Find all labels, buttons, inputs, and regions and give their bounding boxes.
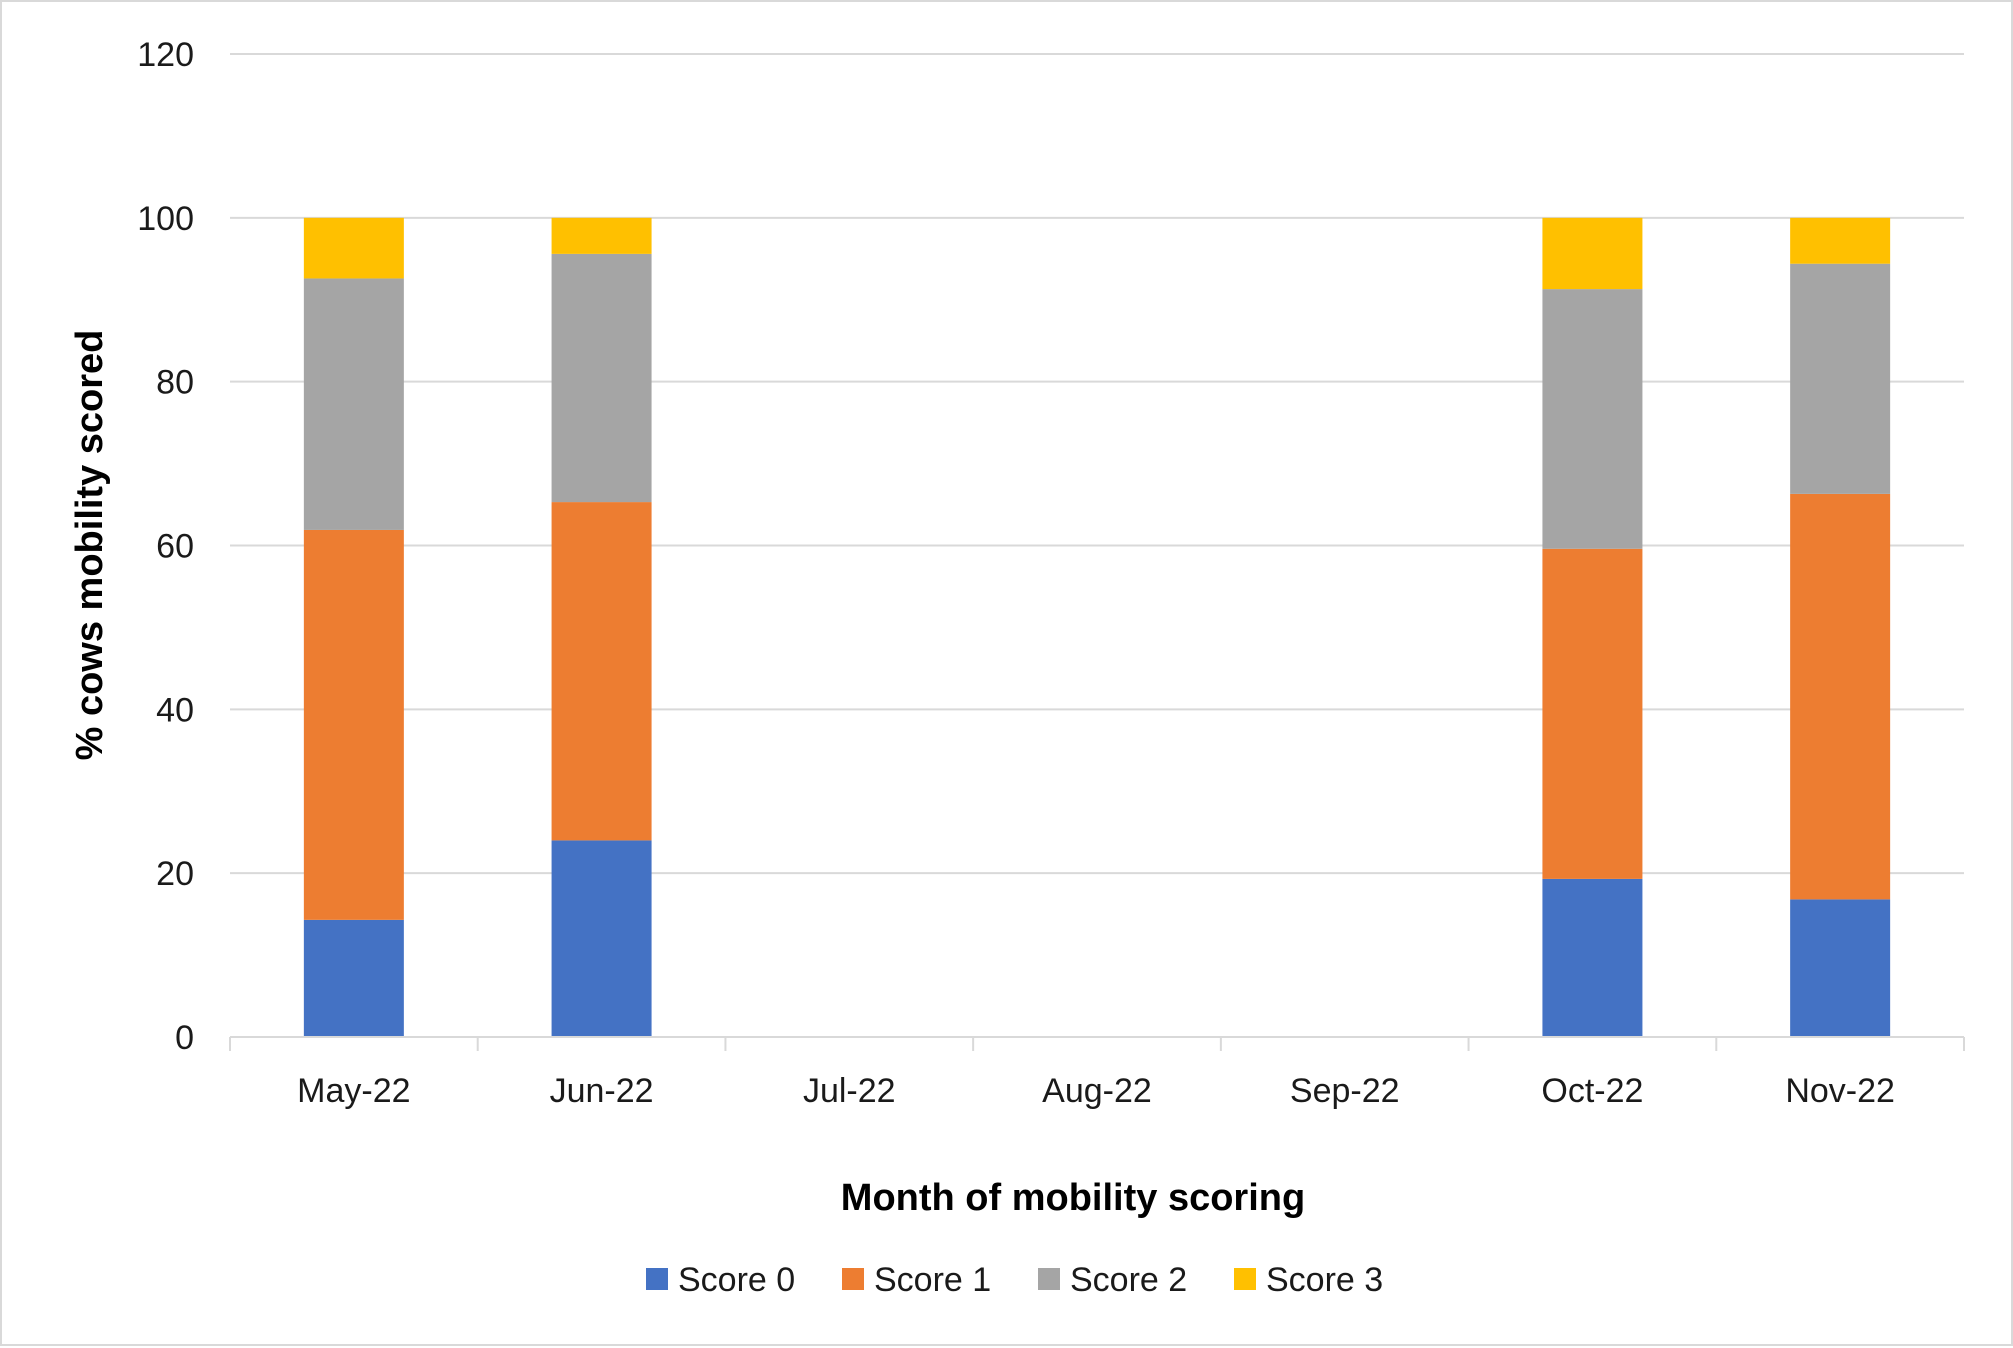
bars (303, 217, 1891, 1037)
bar-segment-score-1-nov-22 (1790, 493, 1891, 900)
bar-segment-score-1-jun-22 (551, 502, 652, 841)
bar-segment-score-3-oct-22 (1542, 217, 1643, 290)
bar-segment-score-1-may-22 (303, 529, 404, 920)
y-tick-label: 80 (156, 364, 194, 402)
x-tick-label: Aug-22 (1042, 1072, 1152, 1110)
bar-segment-score-2-oct-22 (1542, 289, 1643, 549)
y-tick-label: 0 (175, 1019, 194, 1057)
legend: Score 0 Score 1 Score 2 Score 3 (646, 1261, 1383, 1299)
x-tick-label: May-22 (297, 1072, 410, 1110)
legend-swatch (1234, 1268, 1256, 1290)
bar-segment-score-3-jun-22 (551, 217, 652, 254)
legend-label: Score 0 (678, 1261, 795, 1299)
bar-segment-score-3-nov-22 (1790, 217, 1891, 264)
legend-label: Score 1 (874, 1261, 991, 1299)
y-tick-label: 40 (156, 691, 194, 729)
x-axis-title: Month of mobility scoring (841, 1177, 1305, 1219)
x-tick-label: Oct-22 (1541, 1072, 1643, 1110)
x-tick-label: Nov-22 (1785, 1072, 1895, 1110)
bar-segment-score-2-nov-22 (1790, 263, 1891, 494)
bar-segment-score-0-nov-22 (1790, 899, 1891, 1037)
legend-label: Score 3 (1266, 1261, 1383, 1299)
bar-segment-score-0-may-22 (303, 919, 404, 1037)
y-tick-label: 120 (137, 36, 194, 74)
x-tick-label: Sep-22 (1290, 1072, 1400, 1110)
legend-item: Score 3 (1234, 1261, 1383, 1299)
bar-segment-score-3-may-22 (303, 217, 404, 279)
legend-item: Score 2 (1038, 1261, 1187, 1299)
x-tick-label: Jul-22 (803, 1072, 896, 1110)
legend-item: Score 0 (646, 1261, 795, 1299)
x-axis (229, 1036, 1965, 1051)
bar-segment-score-1-oct-22 (1542, 548, 1643, 879)
x-tick-label: Jun-22 (550, 1072, 654, 1110)
bar-segment-score-2-jun-22 (551, 253, 652, 503)
y-tick-label: 100 (137, 200, 194, 238)
legend-swatch (842, 1268, 864, 1290)
y-tick-label: 60 (156, 528, 194, 566)
bar-segment-score-0-jun-22 (551, 840, 652, 1037)
legend-swatch (1038, 1268, 1060, 1290)
legend-swatch (646, 1268, 668, 1290)
x-axis-tick-labels: May-22 Jun-22 Jul-22 Aug-22 Sep-22 Oct-22 Nov-… (297, 1072, 1895, 1110)
bar-segment-score-0-oct-22 (1542, 878, 1643, 1037)
gridlines (230, 53, 1964, 875)
bar-segment-score-2-may-22 (303, 278, 404, 530)
legend-item: Score 1 (842, 1261, 991, 1299)
y-tick-label: 20 (156, 855, 194, 893)
y-axis-title: % cows mobility scored (69, 330, 111, 761)
y-axis-tick-labels: 0 20 40 60 80 100 120 (137, 36, 194, 1057)
legend-label: Score 2 (1070, 1261, 1187, 1299)
